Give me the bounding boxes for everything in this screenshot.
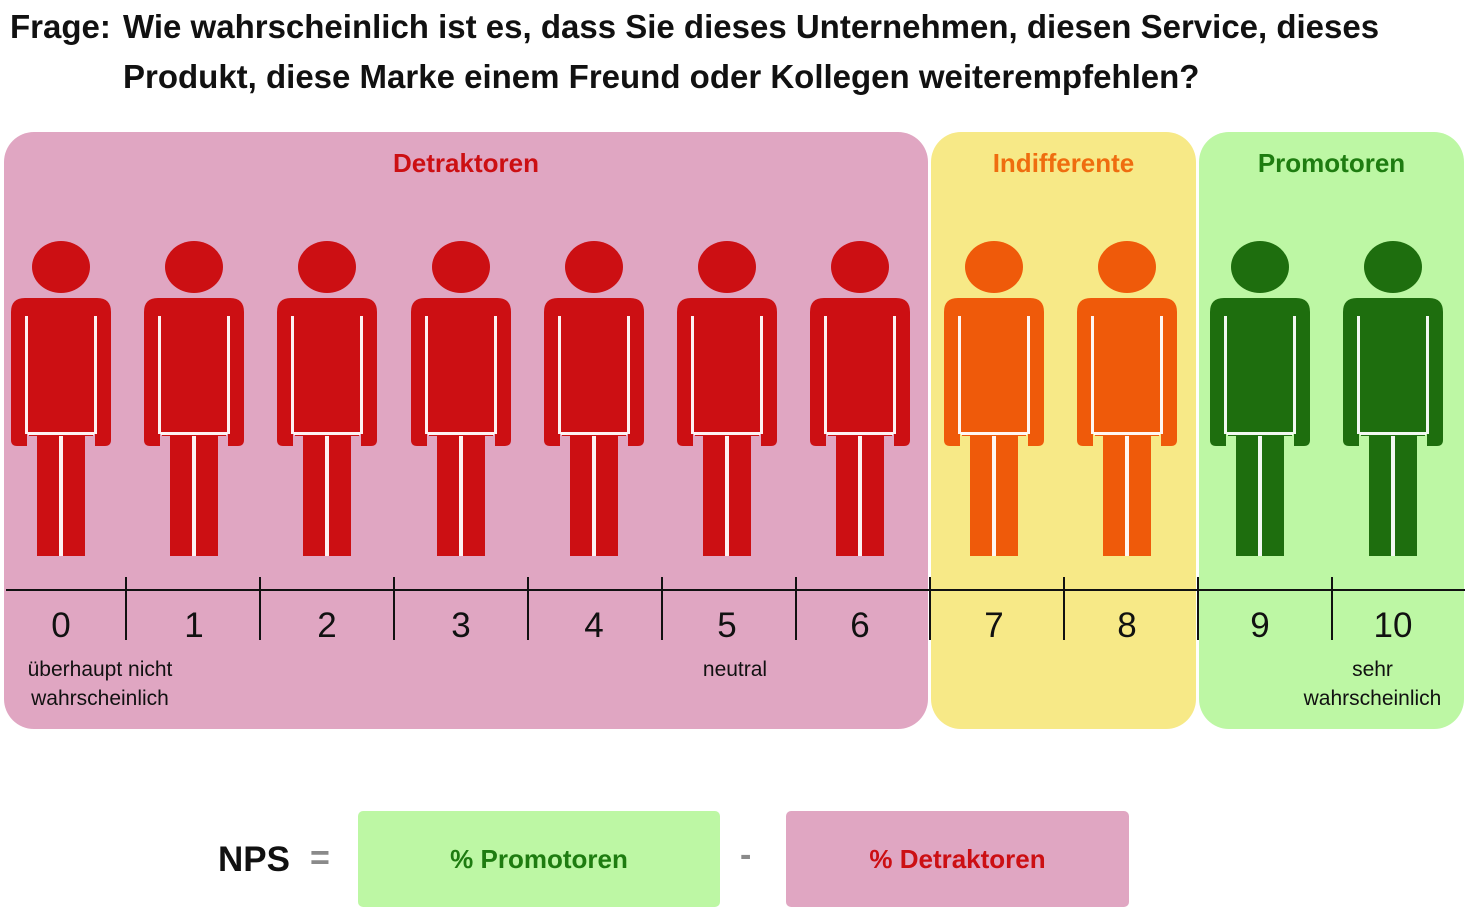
person-icon: [677, 241, 777, 556]
person-icon: [144, 241, 244, 556]
score-5: 5: [717, 606, 737, 645]
nps-label: NPS: [218, 840, 290, 879]
question: Frage: Wie wahrscheinlich ist es, dass S…: [10, 2, 1450, 102]
promoters-title: Promotoren: [1257, 148, 1406, 178]
person-icon: [11, 241, 111, 556]
equals-sign: =: [310, 839, 330, 877]
scale-tick: [527, 577, 529, 640]
scale-tick: [1197, 577, 1199, 640]
person-icon: [1077, 241, 1177, 556]
scale-axis: [6, 589, 1465, 591]
scale-tick: [795, 577, 797, 640]
question-text: Wie wahrscheinlich ist es, dass Sie dies…: [123, 8, 1380, 95]
passives-title: Indifferente: [992, 148, 1135, 178]
question-label: Frage:: [10, 8, 111, 45]
score-8: 8: [1117, 606, 1137, 645]
scale-tick: [929, 577, 931, 640]
scale-tick: [1063, 577, 1065, 640]
score-1: 1: [184, 606, 204, 645]
anchor-low: überhaupt nicht wahrscheinlich: [27, 658, 173, 710]
minus-sign: -: [740, 836, 752, 874]
scale-tick: [661, 577, 663, 640]
person-icon: [544, 241, 644, 556]
score-3: 3: [451, 606, 471, 645]
score-0: 0: [51, 606, 71, 645]
score-2: 2: [317, 606, 337, 645]
score-9: 9: [1250, 606, 1270, 645]
person-icon: [277, 241, 377, 556]
scale-tick: [393, 577, 395, 640]
person-icon: [1210, 241, 1310, 556]
scale-tick: [1331, 577, 1333, 640]
anchor-mid: neutral: [702, 658, 768, 681]
person-icon: [810, 241, 910, 556]
score-4: 4: [584, 606, 604, 645]
promoters-percent-box: % Promotoren: [358, 811, 720, 907]
anchor-high: sehr wahrscheinlich: [1303, 658, 1442, 710]
detractors-percent-box: % Detraktoren: [786, 811, 1129, 907]
score-10: 10: [1373, 606, 1413, 645]
person-icon: [411, 241, 511, 556]
score-6: 6: [850, 606, 870, 645]
scale-tick: [125, 577, 127, 640]
scale-tick: [259, 577, 261, 640]
person-icon: [944, 241, 1044, 556]
score-7: 7: [984, 606, 1004, 645]
person-icon: [1343, 241, 1443, 556]
detractors-title: Detraktoren: [393, 148, 539, 178]
